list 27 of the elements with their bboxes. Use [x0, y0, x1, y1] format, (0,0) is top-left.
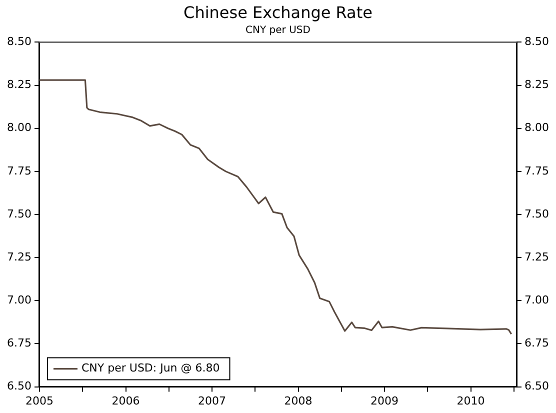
y2-tick-label: 8.00: [524, 121, 550, 134]
y-tick-label: 7.75: [6, 164, 32, 178]
y2-tick-label: 7.00: [524, 294, 550, 307]
x-tick-label: 2005: [25, 394, 54, 408]
y-tick-label: 7.00: [6, 294, 32, 307]
x-tick-label: 2010: [456, 394, 485, 408]
y-tick-label: 6.75: [6, 336, 32, 350]
x-tick-label: 2007: [198, 394, 226, 408]
y2-tick-label: 7.25: [524, 250, 550, 264]
chart-subtitle: CNY per USD: [246, 24, 311, 36]
x-tick-label: 2008: [284, 394, 312, 408]
chart-title: Chinese Exchange Rate: [184, 2, 372, 22]
y2-tick-label: 7.50: [524, 207, 550, 220]
y2-tick-label: 6.50: [524, 380, 550, 393]
y2-tick-label: 7.75: [524, 164, 550, 178]
legend-label: CNY per USD: Jun @ 6.80: [81, 362, 220, 375]
x-tick-label: 2006: [112, 394, 140, 408]
y-tick-label: 7.50: [6, 207, 32, 220]
y2-tick-label: 6.75: [524, 336, 550, 350]
y-tick-label: 8.25: [6, 78, 32, 92]
y2-tick-label: 8.25: [524, 78, 550, 92]
y-tick-label: 6.50: [6, 380, 32, 393]
y-tick-label: 7.25: [6, 250, 32, 264]
y-tick-label: 8.50: [6, 35, 32, 48]
y2-tick-label: 8.50: [524, 35, 550, 48]
y-tick-label: 8.00: [6, 121, 32, 134]
x-tick-label: 2009: [370, 394, 399, 408]
